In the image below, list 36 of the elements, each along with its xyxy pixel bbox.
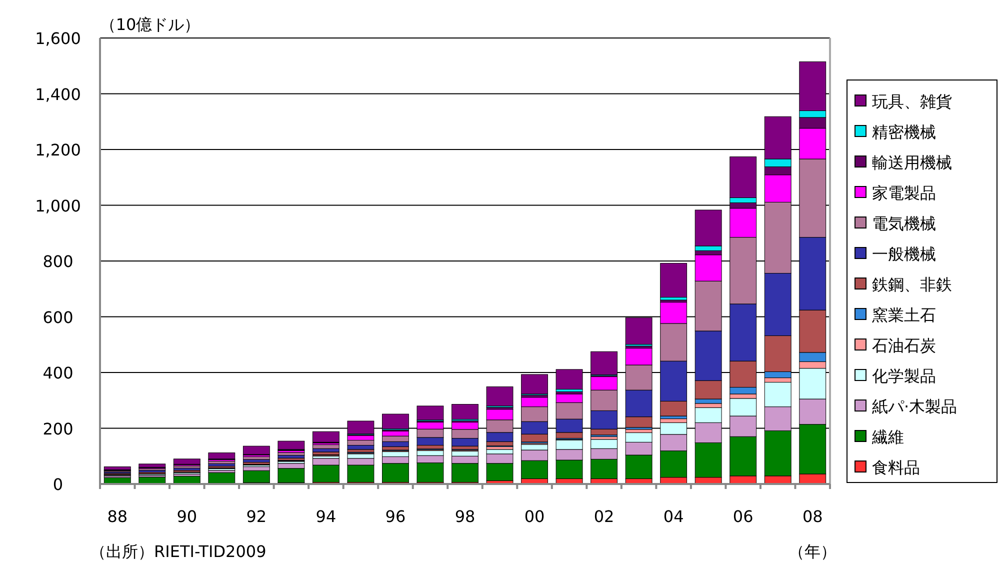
x-tick-label: 92 <box>246 507 267 526</box>
x-tick-label: 90 <box>176 507 198 526</box>
legend-label: 繊維 <box>871 428 904 446</box>
x-tick-label: 02 <box>594 507 614 526</box>
x-tick-label: 98 <box>454 507 476 526</box>
legend-label: 電気機械 <box>872 214 936 233</box>
legend-label: 化学製品 <box>872 366 936 386</box>
y-tick-label: 600 <box>42 308 74 327</box>
legend-label: 食料品 <box>872 458 920 477</box>
y-tick-label: 1,200 <box>35 140 81 160</box>
text: （出所）RIETI-TID2009 <box>90 542 266 561</box>
legend-label: 窯業土石 <box>872 306 936 324</box>
y-axis-title: （10億ドル） <box>100 15 200 34</box>
x-tick-label: 88 <box>107 507 128 526</box>
legend-label: 精密機械 <box>872 122 936 142</box>
x-tick-label: 08 <box>802 507 823 526</box>
x-tick-label: 96 <box>385 507 406 526</box>
legend-label: 紙パ·木製品 <box>872 397 958 416</box>
y-tick-label: 0 <box>52 475 64 494</box>
x-tick-label: 06 <box>732 507 754 526</box>
legend-label: 石油石炭 <box>872 336 936 355</box>
x-axis-title: （年） <box>788 542 837 561</box>
legend-label: 家電製品 <box>872 184 936 202</box>
x-tick-label: 00 <box>524 507 545 526</box>
y-tick-label: 1,600 <box>35 29 81 48</box>
legend-label: 一般機械 <box>872 244 936 264</box>
x-tick-label: 94 <box>316 507 336 526</box>
legend-label: 玩具、雑貨 <box>872 92 952 111</box>
x-tick-label: 04 <box>663 507 684 526</box>
y-tick-label: 800 <box>42 252 74 271</box>
legend-label: 鉄鋼、非鉄 <box>872 275 952 294</box>
y-tick-label: 400 <box>42 364 74 382</box>
y-tick-label: 1,400 <box>35 84 81 104</box>
legend-label: 輸送用機械 <box>872 153 952 172</box>
y-tick-label: 200 <box>42 419 74 438</box>
y-tick-label: 1,000 <box>35 196 81 216</box>
